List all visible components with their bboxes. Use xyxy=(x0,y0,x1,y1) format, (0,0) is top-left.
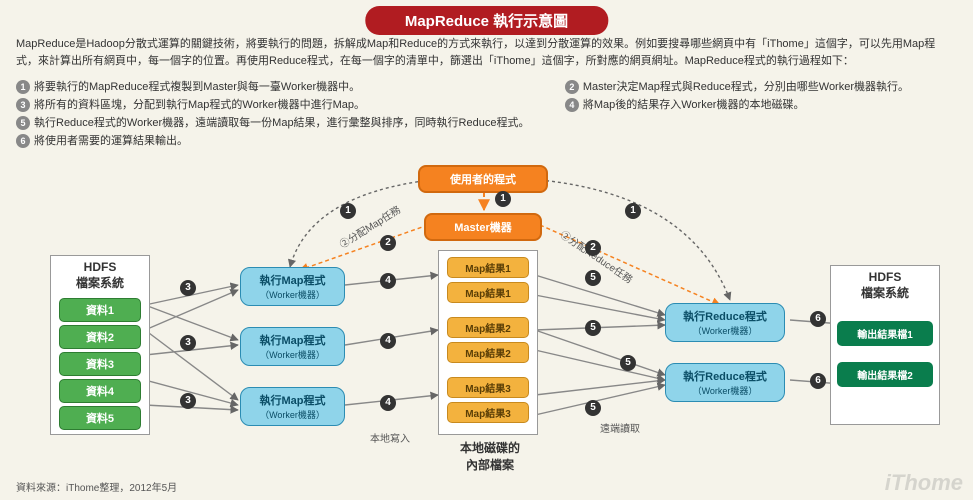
step-badge: 5 xyxy=(620,355,636,371)
map-worker-node: 執行Map程式（Worker機器） xyxy=(240,267,345,306)
source-footer: 資料來源：iThome整理，2012年5月 xyxy=(16,479,177,494)
step-badge: 6 xyxy=(810,373,826,389)
hdfs-data-chip: 資料1 xyxy=(59,298,141,322)
step-item: 6將使用者需要的運算結果輸出。 xyxy=(16,132,562,148)
step-badge: 4 xyxy=(380,273,396,289)
hdfs-left-title: HDFS 檔案系統 xyxy=(51,256,149,295)
hdfs-right-panel: HDFS 檔案系統 輸出結果檔1 輸出結果檔2 xyxy=(830,265,940,425)
step-badge: 1 xyxy=(625,203,641,219)
map-worker-node: 執行Map程式（Worker機器） xyxy=(240,387,345,426)
step-badge: 2 xyxy=(380,235,396,251)
user-program-node: 使用者的程式 xyxy=(418,165,548,193)
watermark: iThome xyxy=(885,470,963,496)
hdfs-output-chip: 輸出結果檔1 xyxy=(837,321,933,346)
map-result-chip: Map結果3 xyxy=(447,402,529,423)
step-badge: 4 xyxy=(380,333,396,349)
step-badge: 4 xyxy=(380,395,396,411)
step-badge: 3 xyxy=(180,335,196,351)
step-badge: 1 xyxy=(340,203,356,219)
hdfs-left-panel: HDFS 檔案系統 資料1 資料2 資料3 資料4 資料5 xyxy=(50,255,150,435)
ann-remote-read: 遠端讀取 xyxy=(600,420,640,435)
ann-local-write: 本地寫入 xyxy=(370,430,410,445)
intro-paragraph: MapReduce是Hadoop分散式運算的關鍵技術，將要執行的問題，拆解成Ma… xyxy=(16,36,957,69)
map-worker-node: 執行Map程式（Worker機器） xyxy=(240,327,345,366)
hdfs-data-chip: 資料4 xyxy=(59,379,141,403)
step-item: 2Master決定Map程式與Reduce程式，分別由哪些Worker機器執行。 xyxy=(565,78,951,94)
hdfs-output-chip: 輸出結果檔2 xyxy=(837,362,933,387)
step-badge: 6 xyxy=(810,311,826,327)
step-badge: 5 xyxy=(585,400,601,416)
hdfs-right-title: HDFS 檔案系統 xyxy=(831,266,939,305)
step-item: 1將要執行的MapReduce程式複製到Master與每一臺Worker機器中。 xyxy=(16,78,562,94)
flow-diagram: 使用者的程式 Master機器 HDFS 檔案系統 資料1 資料2 資料3 資料4 資料… xyxy=(0,155,973,475)
step-badge: 5 xyxy=(585,320,601,336)
map-result-chip: Map結果2 xyxy=(447,342,529,363)
step-badge: 1 xyxy=(495,191,511,207)
master-node: Master機器 xyxy=(424,213,542,241)
step-item: 3將所有的資料區塊，分配到執行Map程式的Worker機器中進行Map。 xyxy=(16,96,562,112)
step-item: 5執行Reduce程式的Worker機器，遠端讀取每一份Map結果，進行彙整與排… xyxy=(16,114,562,130)
map-result-chip: Map結果2 xyxy=(447,317,529,338)
local-disk-title: 本地磁碟的 內部檔案 xyxy=(440,439,540,473)
hdfs-data-chip: 資料5 xyxy=(59,406,141,430)
reduce-worker-node: 執行Reduce程式（Worker機器） xyxy=(665,363,785,402)
map-result-chip: Map結果3 xyxy=(447,377,529,398)
step-badge: 5 xyxy=(585,270,601,286)
local-disk-panel: Map結果1 Map結果1 Map結果2 Map結果2 Map結果3 Map結果3 xyxy=(438,250,538,435)
reduce-worker-node: 執行Reduce程式（Worker機器） xyxy=(665,303,785,342)
map-result-chip: Map結果1 xyxy=(447,282,529,303)
hdfs-data-chip: 資料3 xyxy=(59,352,141,376)
step-badge: 3 xyxy=(180,393,196,409)
diagram-title: MapReduce 執行示意圖 xyxy=(365,6,608,35)
step-item: 4將Map後的結果存入Worker機器的本地磁碟。 xyxy=(565,96,951,112)
step-badge: 2 xyxy=(585,240,601,256)
steps-legend: 1將要執行的MapReduce程式複製到Master與每一臺Worker機器中。… xyxy=(16,78,957,150)
map-result-chip: Map結果1 xyxy=(447,257,529,278)
step-badge: 3 xyxy=(180,280,196,296)
hdfs-data-chip: 資料2 xyxy=(59,325,141,349)
